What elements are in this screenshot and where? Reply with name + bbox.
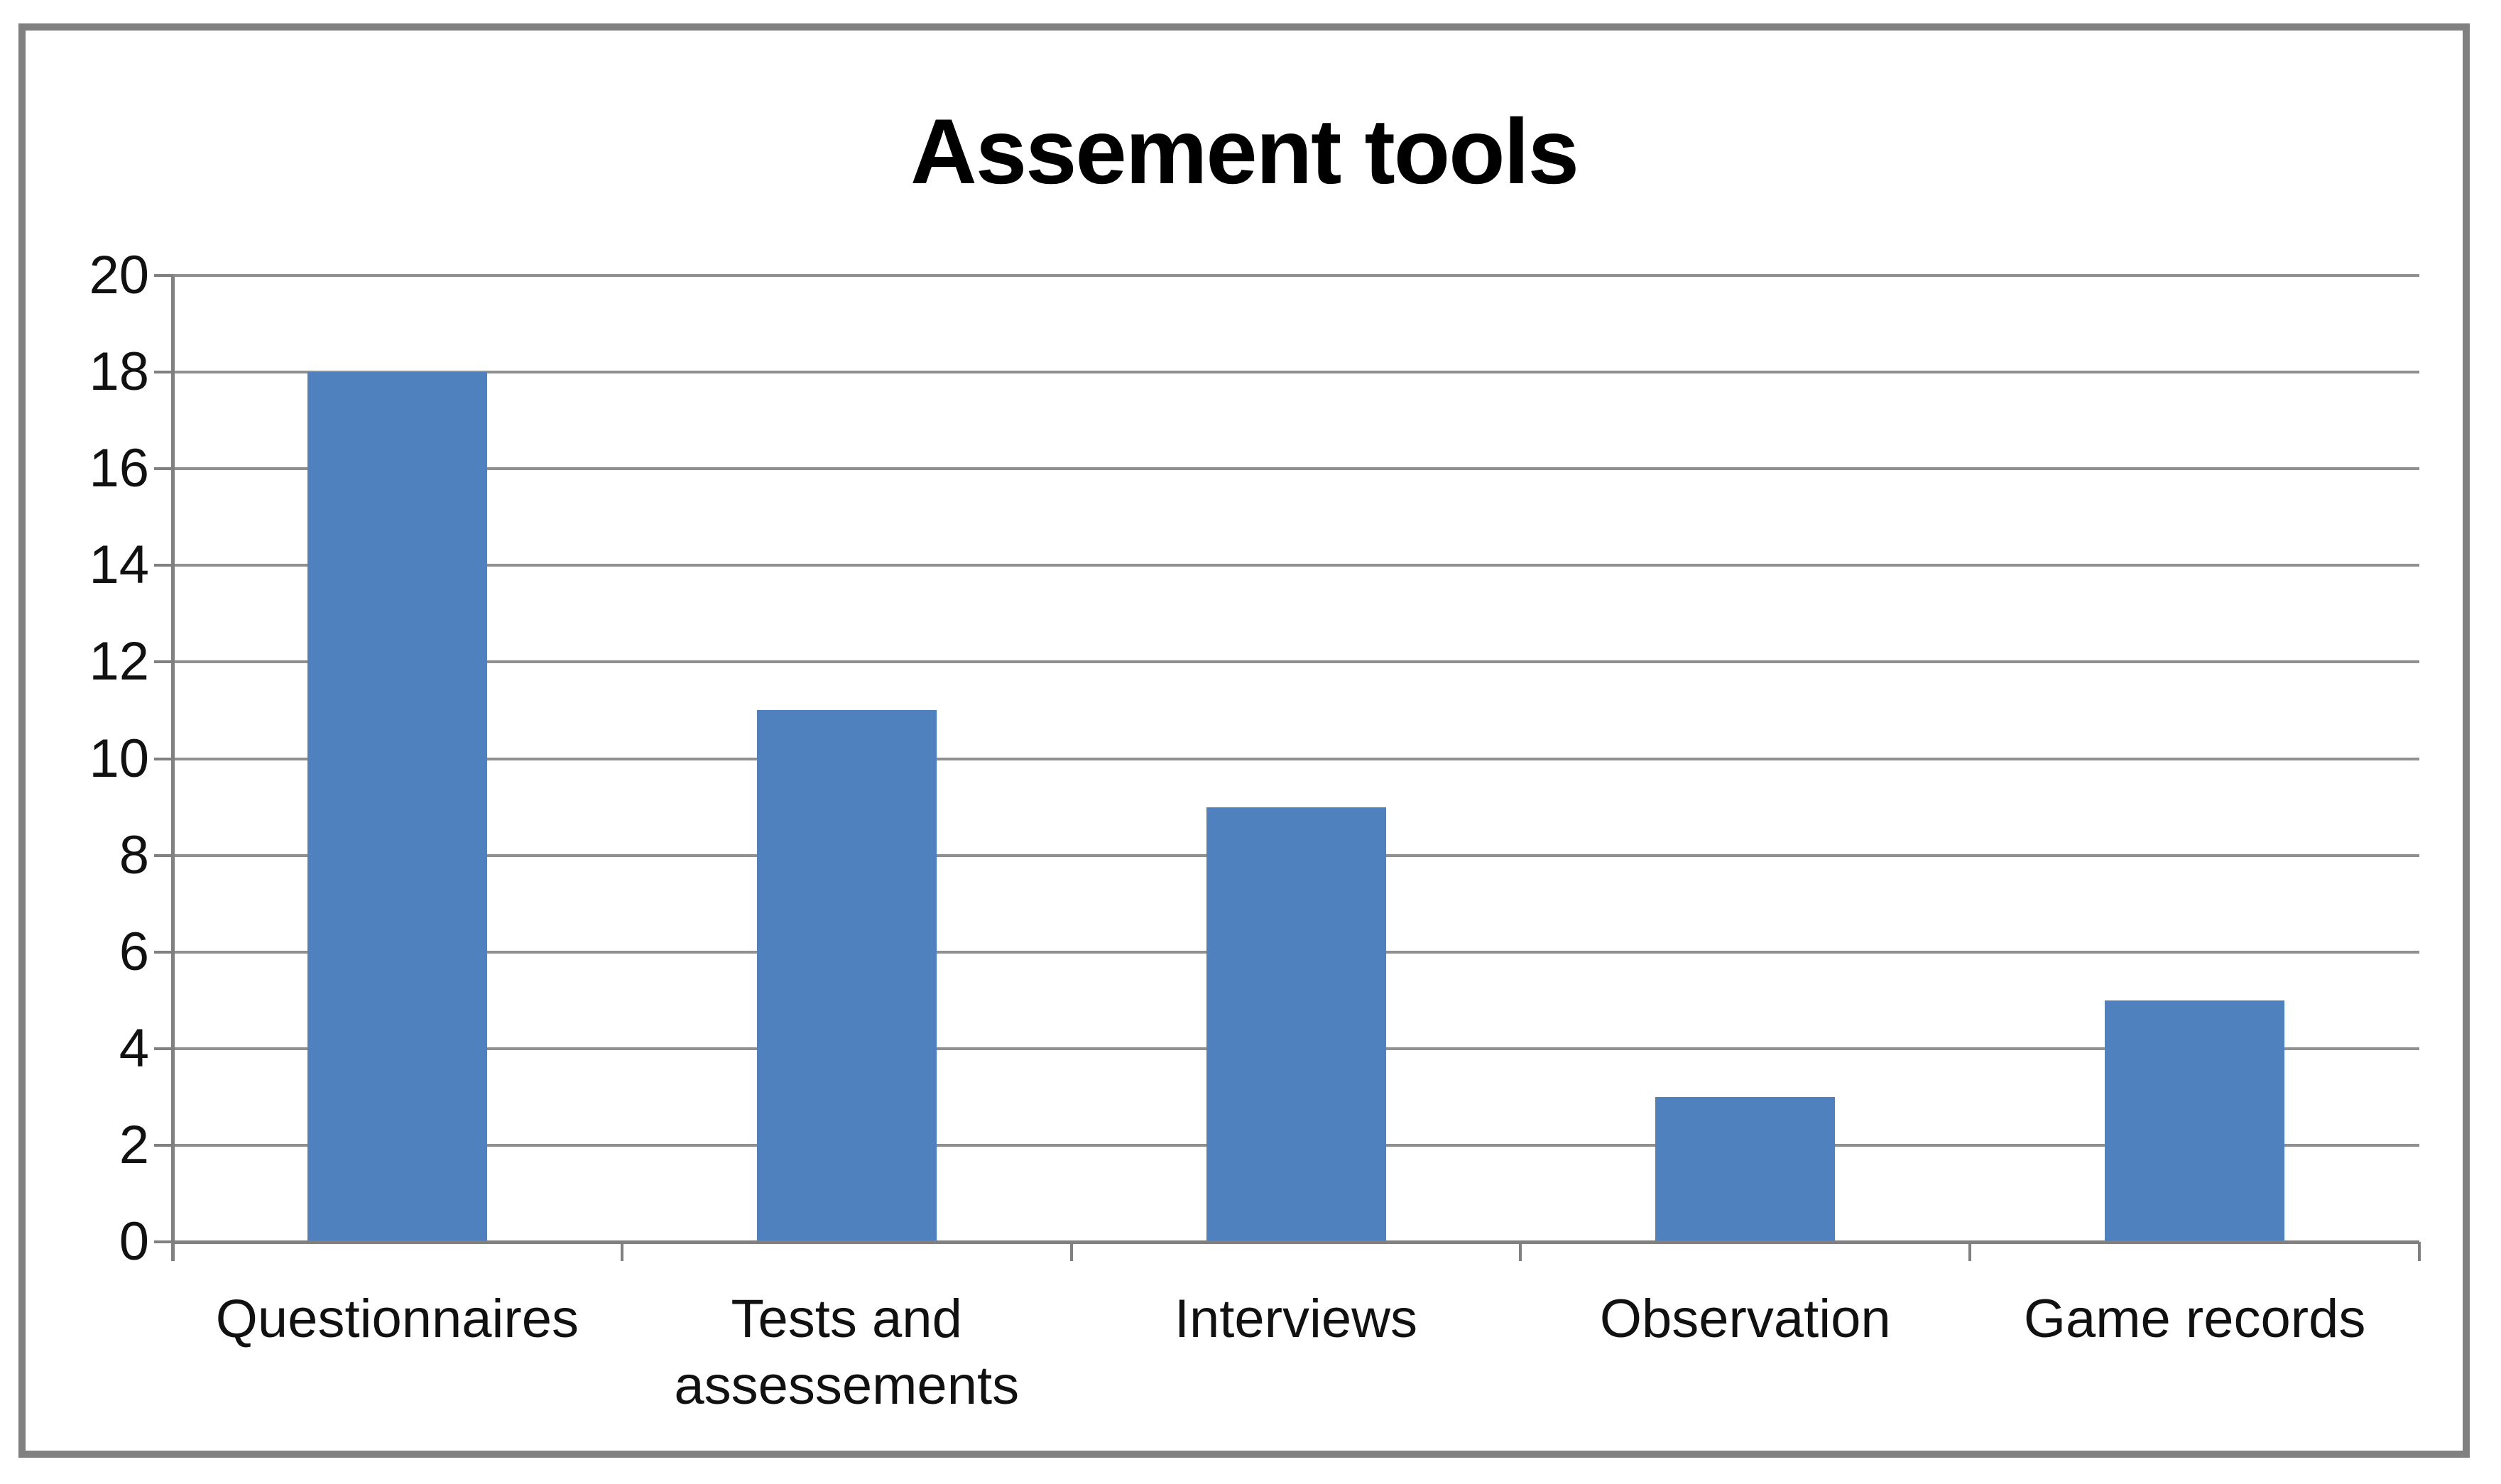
y-axis-label-10: 10 — [89, 728, 149, 789]
y-axis-tick-20 — [154, 274, 173, 277]
gridline-y-16 — [173, 467, 2419, 471]
y-axis-tick-10 — [154, 757, 173, 760]
x-axis-label-observation: Observation — [1599, 1289, 1891, 1349]
x-axis-label-questionnaires: Questionnaires — [215, 1289, 579, 1349]
bar-game-records — [2105, 1000, 2285, 1242]
y-axis-tick-12 — [154, 660, 173, 664]
gridline-y-18 — [173, 371, 2419, 374]
y-axis-line — [171, 275, 175, 1261]
x-axis-label-interviews: Interviews — [1174, 1289, 1418, 1349]
y-axis-label-0: 0 — [119, 1211, 149, 1272]
y-axis-label-14: 14 — [89, 535, 149, 596]
y-axis-label-20: 20 — [89, 245, 149, 305]
y-axis-label-4: 4 — [119, 1017, 149, 1079]
bar-tests-and-assessements — [756, 710, 937, 1242]
x-axis-tick-5 — [2418, 1242, 2421, 1261]
y-axis-tick-18 — [154, 371, 173, 374]
y-axis-label-18: 18 — [89, 342, 149, 403]
gridline-y-12 — [173, 660, 2419, 664]
x-axis-label-tests-and-assessements: Tests and assessements — [674, 1289, 1020, 1416]
y-axis-tick-16 — [154, 467, 173, 471]
y-axis-label-6: 6 — [119, 921, 149, 982]
y-axis-tick-2 — [154, 1143, 173, 1147]
y-axis-tick-8 — [154, 853, 173, 857]
x-axis-line — [173, 1240, 2419, 1244]
x-axis-tick-4 — [1968, 1242, 1972, 1261]
gridline-y-10 — [173, 757, 2419, 760]
x-axis-label-game-records: Game records — [2023, 1289, 2366, 1349]
gridline-y-20 — [173, 274, 2419, 277]
plot-area: 0 2 4 6 8 10 12 14 16 18 20 Questionnaires Tests and… — [89, 245, 2421, 1416]
y-axis-label-2: 2 — [119, 1114, 149, 1175]
y-axis-tick-4 — [154, 1047, 173, 1050]
chart-title: Assement tools — [910, 99, 1579, 203]
x-axis-tick-3 — [1519, 1242, 1522, 1261]
y-axis-tick-0 — [154, 1240, 173, 1243]
x-axis-tick-1 — [620, 1242, 623, 1261]
bar-observation — [1655, 1096, 1836, 1242]
y-axis-label-8: 8 — [119, 824, 149, 885]
bar-interviews — [1206, 807, 1386, 1242]
y-axis-label-16: 16 — [89, 438, 149, 499]
gridline-y-14 — [173, 564, 2419, 567]
bar-questionnaires — [307, 372, 487, 1242]
y-axis-tick-14 — [154, 564, 173, 567]
y-axis-tick-6 — [154, 950, 173, 954]
x-axis-tick-2 — [1069, 1242, 1073, 1261]
y-axis-label-12: 12 — [89, 631, 149, 692]
